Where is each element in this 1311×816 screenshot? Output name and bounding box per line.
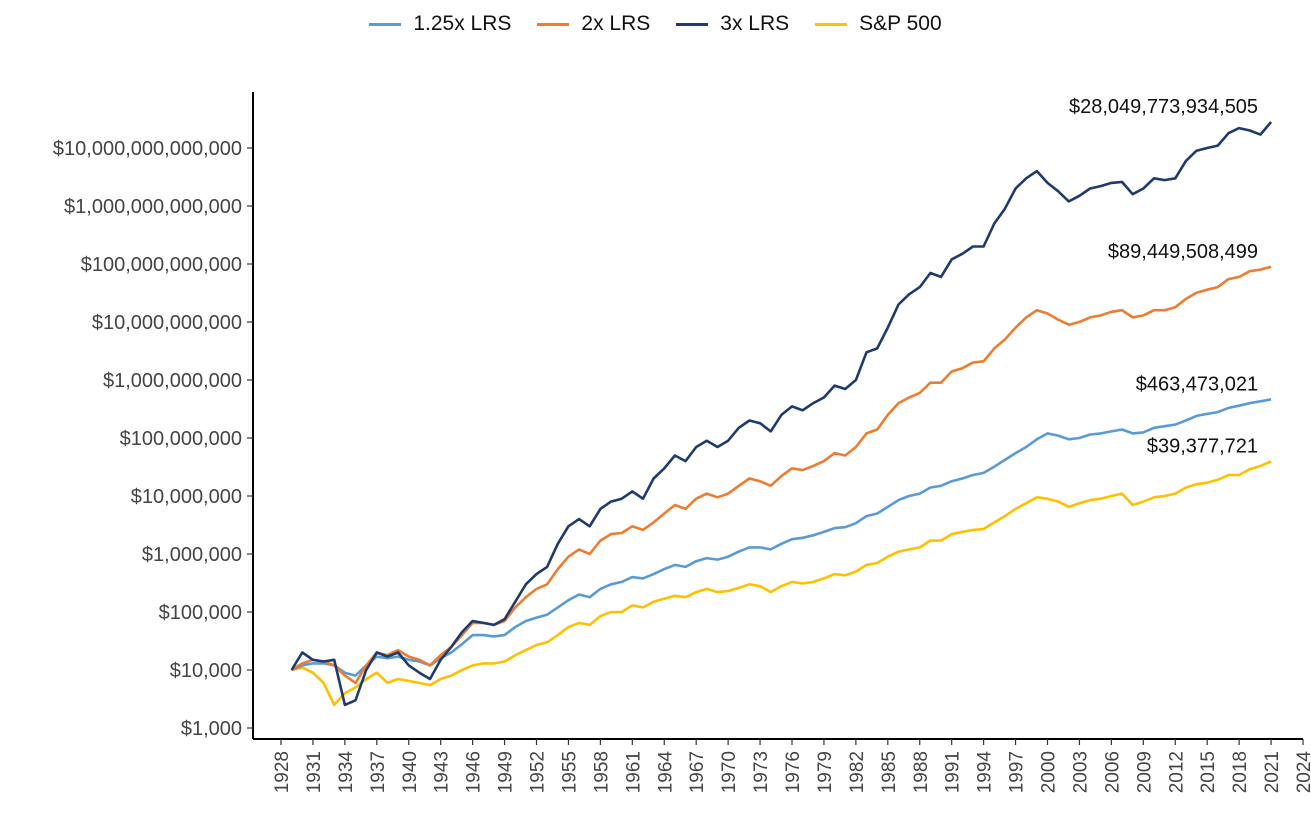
y-tick-label: $10,000,000,000 <box>92 312 242 334</box>
legend-swatch <box>676 22 709 26</box>
series-lines <box>290 121 1273 707</box>
series-line <box>291 398 1272 677</box>
legend: 1.25x LRS 2x LRS 3x LRS S&P 500 <box>0 12 1311 36</box>
y-tick-label: $10,000,000 <box>131 486 242 508</box>
x-tick-label: 1928 <box>272 751 293 793</box>
x-tick-label: 1985 <box>879 751 900 793</box>
y-tick-label: $1,000,000,000,000 <box>64 196 242 218</box>
x-tick-label: 1946 <box>464 751 485 793</box>
series-end-label: $39,377,721 <box>1147 435 1258 457</box>
legend-item-3x-lrs: 3x LRS <box>676 12 789 36</box>
x-tick-label: 1970 <box>719 751 740 793</box>
series-line <box>290 265 1272 685</box>
x-tick-label: 1952 <box>528 751 549 793</box>
legend-item-2x-lrs: 2x LRS <box>537 12 650 36</box>
x-tick-label: 1958 <box>591 751 612 793</box>
x-tick-label: 1967 <box>687 751 708 793</box>
legend-swatch <box>369 22 402 26</box>
x-tick-label: 2024 <box>1294 751 1311 794</box>
x-tick-label: 1934 <box>336 751 357 794</box>
x-tick-label: 1955 <box>559 751 580 793</box>
y-tick-label: $1,000 <box>181 718 242 740</box>
x-tick-label: 2009 <box>1134 751 1155 793</box>
x-tick-label: 1940 <box>400 751 421 793</box>
series-end-label: $28,049,773,934,505 <box>1069 96 1258 118</box>
series-end-label: $89,449,508,499 <box>1108 241 1258 263</box>
x-tick-label: 1949 <box>496 751 517 793</box>
legend-item-sp500: S&P 500 <box>815 12 942 36</box>
legend-swatch <box>815 22 848 26</box>
x-tick-label: 1961 <box>623 751 644 793</box>
y-tick-label: $100,000 <box>159 602 242 624</box>
legend-item-1-25x-lrs: 1.25x LRS <box>369 12 511 36</box>
series-end-label: $463,473,021 <box>1136 373 1258 395</box>
end-labels: $463,473,021 $89,449,508,499 $28,049,773,9… <box>1069 96 1258 457</box>
y-tick-label: $1,000,000,000 <box>103 370 242 392</box>
x-tick-label: 1982 <box>847 751 868 793</box>
x-tick-label: 2012 <box>1166 751 1187 793</box>
legend-swatch <box>537 22 570 26</box>
y-tick-label: $1,000,000 <box>142 544 242 566</box>
x-tick-label: 1994 <box>975 751 996 794</box>
x-tick-label: 1988 <box>911 751 932 793</box>
x-tick-label: 2000 <box>1039 751 1060 793</box>
legend-label: 1.25x LRS <box>413 12 512 35</box>
x-tick-label: 1973 <box>751 751 772 793</box>
x-tick-label: 1964 <box>655 751 676 794</box>
x-tick-label: 1979 <box>815 751 836 793</box>
x-tick-label: 2015 <box>1198 751 1219 793</box>
y-tick-label: $10,000,000,000,000 <box>53 138 242 160</box>
x-tick-label: 1937 <box>368 751 389 793</box>
y-tick-label: $100,000,000,000 <box>81 254 242 276</box>
x-tick-label: 2006 <box>1102 751 1123 793</box>
x-tick-label: 1943 <box>432 751 453 793</box>
y-tick-label: $100,000,000 <box>120 428 242 450</box>
y-tick-label: $10,000 <box>170 660 242 682</box>
series-line <box>291 460 1272 707</box>
x-tick-label: 1931 <box>304 751 325 793</box>
legend-label: S&P 500 <box>859 12 942 35</box>
legend-label: 3x LRS <box>720 12 790 35</box>
x-tick-label: 2018 <box>1230 751 1251 793</box>
axes: $1,000 $10,000 $100,000 $1,000,000 $10,000,0… <box>53 92 1311 793</box>
x-tick-label: 2003 <box>1070 751 1091 793</box>
x-tick-label: 1991 <box>943 751 964 793</box>
x-tick-label: 1997 <box>1007 751 1028 793</box>
legend-label: 2x LRS <box>581 12 651 35</box>
x-tick-label: 1976 <box>783 751 804 793</box>
x-tick-label: 2021 <box>1262 751 1283 793</box>
series-line <box>290 121 1273 707</box>
